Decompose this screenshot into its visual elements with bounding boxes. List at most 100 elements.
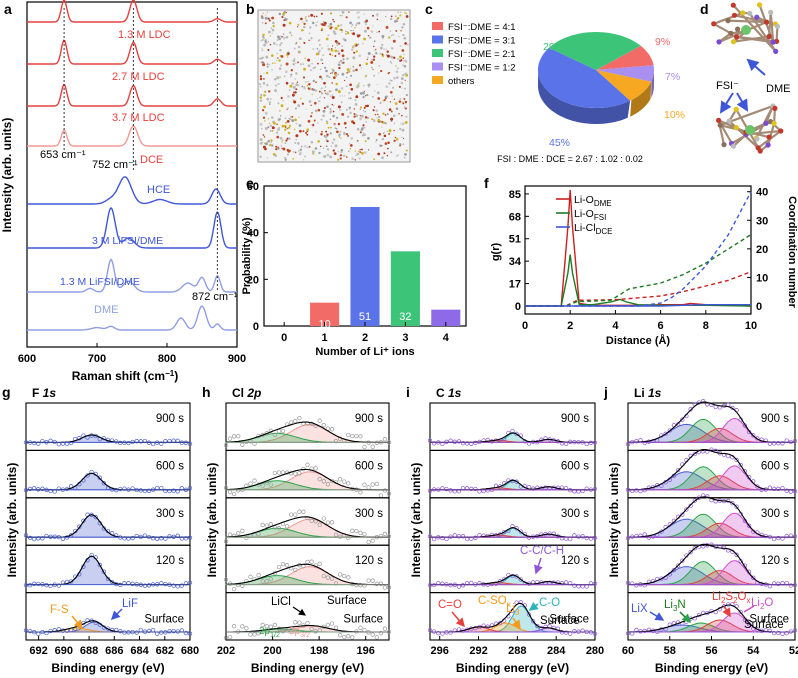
md-atom — [393, 139, 396, 142]
md-atom — [337, 150, 339, 153]
md-atom — [287, 153, 289, 156]
panel-letter: h — [202, 384, 211, 400]
md-atom — [401, 128, 405, 132]
md-atom — [333, 32, 337, 35]
xps-data-point — [755, 436, 760, 441]
md-atom — [365, 23, 367, 25]
xps-data-point — [755, 484, 760, 489]
xps-data-point — [680, 558, 685, 563]
raman-spectrum-line — [27, 0, 237, 23]
xps-data-point — [36, 536, 41, 541]
md-atom — [372, 96, 374, 98]
md-atom — [395, 29, 398, 32]
xps-data-point — [642, 532, 647, 537]
raman-spectrum-line — [27, 258, 237, 293]
bar — [431, 309, 461, 326]
md-atom — [267, 17, 270, 20]
md-atom — [290, 34, 293, 36]
md-atom — [300, 145, 303, 148]
pie-slice-side — [651, 70, 654, 98]
md-atom — [262, 33, 265, 37]
md-atom — [259, 85, 262, 88]
md-atom — [320, 91, 323, 94]
xps-data-point — [358, 583, 363, 588]
xps-data-point — [592, 581, 598, 586]
x-tick-label: 800 — [158, 353, 176, 365]
md-atom — [324, 66, 327, 69]
xps-data-point — [675, 563, 681, 568]
xps-title: F 1s — [32, 386, 56, 400]
md-atom — [324, 86, 327, 88]
md-atom — [379, 46, 383, 50]
md-atom — [325, 130, 328, 133]
xps-data-point — [746, 523, 752, 528]
md-atom — [340, 87, 344, 90]
xps-data-point — [264, 523, 269, 528]
md-atom — [268, 103, 271, 106]
xps-data-point — [280, 629, 286, 634]
xps-data-point — [138, 439, 143, 444]
md-atom — [373, 158, 376, 161]
md-atom — [346, 76, 348, 78]
bond — [767, 11, 772, 38]
md-atom — [326, 153, 330, 157]
pie-percent-label: 9% — [655, 36, 670, 48]
md-atom — [286, 56, 289, 58]
atom — [730, 39, 737, 45]
md-atom — [271, 28, 275, 32]
xps-data-point — [346, 575, 351, 580]
xps-data-point — [284, 563, 290, 568]
md-atom — [259, 142, 263, 145]
xps-row-label: 900 s — [561, 413, 589, 425]
md-atom — [350, 137, 354, 140]
md-atom — [390, 15, 393, 18]
md-atom — [285, 81, 289, 85]
annotation-arrow — [71, 615, 83, 630]
md-atom — [377, 115, 381, 119]
y2-tick-label: 0 — [756, 301, 762, 313]
md-atom — [356, 85, 359, 87]
md-atom — [401, 114, 403, 117]
xps-data-point — [313, 466, 318, 471]
md-atom — [340, 49, 344, 52]
md-atom — [303, 22, 306, 26]
xps-data-point — [27, 486, 33, 492]
md-atom — [324, 90, 326, 92]
md-atom — [353, 113, 356, 115]
dme-label: DME — [766, 83, 790, 95]
xps-data-point — [709, 542, 714, 547]
md-atom — [370, 60, 374, 64]
xps-data-point — [452, 533, 457, 538]
xps-data-point — [163, 439, 168, 444]
md-atom — [315, 131, 317, 133]
md-atom — [331, 96, 335, 99]
md-atom — [338, 42, 341, 45]
md-atom — [288, 124, 292, 127]
x-tick-label: 686 — [105, 645, 123, 657]
md-atom — [305, 16, 307, 18]
md-atom — [313, 66, 316, 69]
xps-row-label: 300 s — [156, 508, 184, 520]
md-atom — [393, 122, 396, 125]
legend-entry: FSI⁻:DME = 2:1 — [448, 49, 516, 60]
md-atom — [278, 126, 280, 129]
xps-data-point — [167, 488, 172, 494]
xps-data-point — [688, 503, 693, 509]
xps-annotation: Li3N — [664, 599, 686, 613]
atom — [765, 142, 771, 148]
subscript: 2 — [721, 596, 726, 605]
md-atom — [288, 21, 292, 25]
xps-data-point — [171, 583, 176, 588]
md-atom — [358, 64, 362, 67]
xps-annotation: C=O — [438, 599, 462, 611]
md-atom — [300, 97, 302, 100]
md-atom — [392, 114, 396, 118]
x-tick-label: 1 — [322, 332, 328, 344]
md-atom — [402, 22, 406, 26]
md-atom — [349, 147, 352, 150]
md-atom — [271, 68, 274, 71]
md-atom — [332, 138, 336, 141]
md-atom — [266, 97, 270, 101]
md-atom — [376, 117, 378, 120]
xps-data-point — [346, 432, 351, 438]
